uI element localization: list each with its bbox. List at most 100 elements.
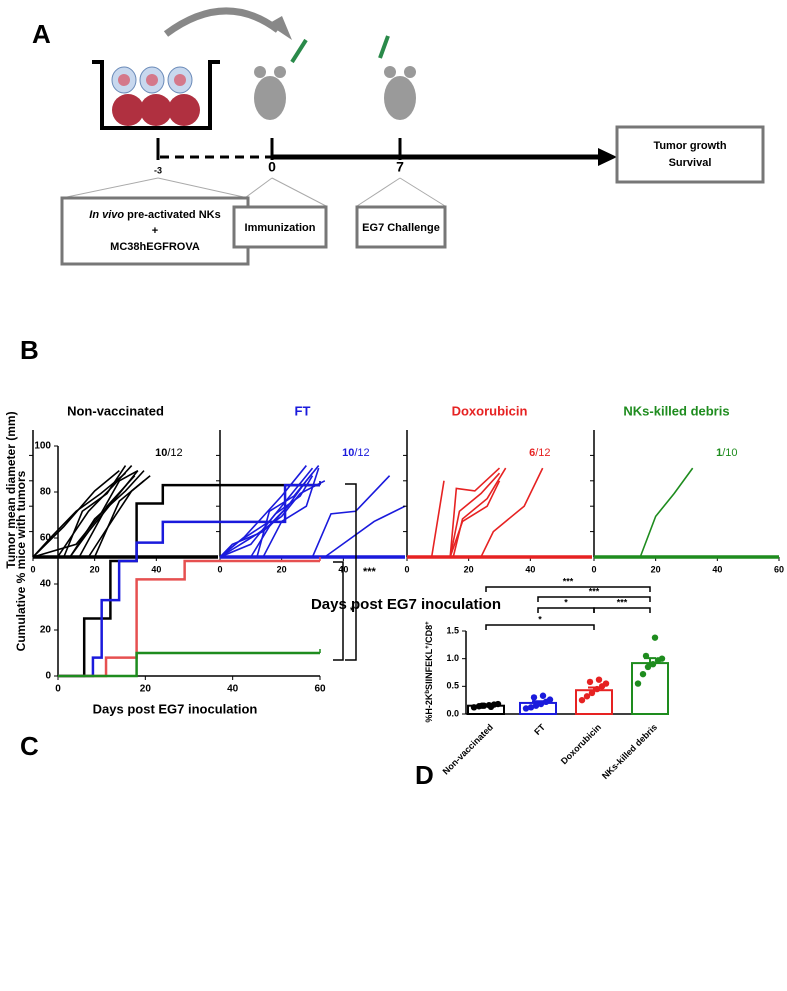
mouse-curve <box>219 480 326 558</box>
x-tick-label: Non-vaccinated <box>441 722 495 776</box>
significance-label: *** <box>363 566 377 578</box>
x-axis-label: Days post EG7 inoculation <box>311 596 501 613</box>
step-text: + <box>152 225 158 237</box>
x-tick-label: 20 <box>140 684 152 695</box>
data-point <box>651 634 659 641</box>
y-tick-label: 80 <box>40 487 52 498</box>
data-point <box>658 655 666 662</box>
data-point <box>649 661 657 668</box>
x-tick-label: 60 <box>774 564 784 574</box>
panel-label: D <box>415 760 434 790</box>
data-point <box>578 696 586 704</box>
mouse-curve <box>407 467 507 558</box>
panel-title: FT <box>295 403 311 418</box>
x-tick-label: NKs-killed debris <box>600 722 659 781</box>
data-point <box>487 703 495 711</box>
y-label-sup: b <box>425 690 431 694</box>
data-point <box>532 702 540 709</box>
x-tick-label: 60 <box>314 684 326 695</box>
data-point <box>527 704 535 711</box>
significance-bracket <box>485 586 651 592</box>
outcome-box <box>615 125 765 184</box>
y-tick-label: 1.0 <box>446 653 459 663</box>
timeline-label: 7 <box>396 159 404 175</box>
y-axis-label: %H-2KbSIINFEKL+/CD8+ <box>424 621 434 723</box>
y-tick-label: 0.0 <box>446 708 459 718</box>
mouse-curve <box>594 467 694 558</box>
incidence: 10/12 <box>342 447 370 459</box>
x-axis-label: Days post EG7 inoculation <box>93 701 258 716</box>
x-tick-label: 0 <box>30 564 35 574</box>
incidence-total: /12 <box>535 447 550 459</box>
y-axis-label: Tumor mean diameter (mm) <box>4 411 18 568</box>
x-tick-label: 20 <box>277 564 287 574</box>
mouse-icon <box>254 35 416 120</box>
significance-label: *** <box>563 576 574 586</box>
data-point <box>595 676 603 683</box>
y-label-part: /CD8 <box>424 625 434 646</box>
x-tick-label: 20 <box>464 564 474 574</box>
y-tick-label: 60 <box>40 533 52 544</box>
data-point <box>546 696 554 703</box>
step-text: In vivo pre-activated NKs <box>89 209 220 221</box>
incidence-count: 10 <box>155 447 167 459</box>
x-tick-label: 0 <box>591 564 596 574</box>
timeline-label: -3 <box>154 165 162 175</box>
data-point <box>586 678 594 686</box>
data-point <box>522 705 530 712</box>
significance-label: *** <box>617 597 628 607</box>
x-tick-label: FT <box>532 722 547 737</box>
significance-label: * <box>538 614 542 624</box>
significance-bracket <box>345 483 357 661</box>
mouse-curve <box>220 505 406 558</box>
transfer-arrowhead <box>268 16 292 40</box>
step-text: EG7 Challenge <box>362 222 440 234</box>
transfer-arrow <box>163 7 281 37</box>
mouse-curve <box>219 505 289 558</box>
incidence-total: /12 <box>167 447 182 459</box>
x-tick-label: 40 <box>525 564 535 574</box>
incidence: 6/12 <box>529 447 550 459</box>
panel-title: NKs-killed debris <box>623 403 729 418</box>
timeline-arrowhead <box>598 148 617 166</box>
mouse-curve <box>407 467 544 558</box>
timeline-label: 0 <box>268 159 276 175</box>
panel-label: C <box>20 731 39 761</box>
data-point <box>530 694 538 701</box>
step-text-italic: In vivo <box>89 209 124 221</box>
x-tick-label: 0 <box>55 684 61 695</box>
panel-label: A <box>32 19 51 49</box>
step-box <box>355 205 447 249</box>
significance-label: * <box>350 605 355 617</box>
y-label-sup: + <box>425 645 431 649</box>
survival-curve <box>58 651 320 678</box>
step-text: Immunization <box>245 222 316 234</box>
data-point <box>588 689 596 697</box>
data-point <box>494 700 502 708</box>
incidence-total: /12 <box>354 447 369 459</box>
mouse-curve <box>32 472 127 558</box>
step-text-part: pre-activated NKs <box>124 209 221 221</box>
incidence-count: 6 <box>529 447 535 459</box>
mouse-curve <box>219 475 314 558</box>
data-point <box>539 692 547 699</box>
step-box <box>232 205 328 249</box>
panel-label: B <box>20 335 39 365</box>
data-point <box>470 704 478 711</box>
mouse-curve <box>407 480 445 558</box>
x-tick-label: 20 <box>651 564 661 574</box>
y-tick-label: 40 <box>40 579 52 590</box>
data-point <box>644 663 652 671</box>
x-tick-label: 40 <box>712 564 722 574</box>
incidence-count: 1 <box>716 447 722 459</box>
x-tick-label: 40 <box>227 684 239 695</box>
panel-title: Non-vaccinated <box>67 403 164 418</box>
significance-bracket <box>485 624 595 630</box>
data-point <box>583 693 591 700</box>
significance-bracket <box>537 607 595 613</box>
panel-title: Doxorubicin <box>452 403 528 418</box>
step-text: MC38hEGFROVA <box>110 241 200 253</box>
x-tick-label: 20 <box>90 564 100 574</box>
data-point <box>634 680 642 687</box>
